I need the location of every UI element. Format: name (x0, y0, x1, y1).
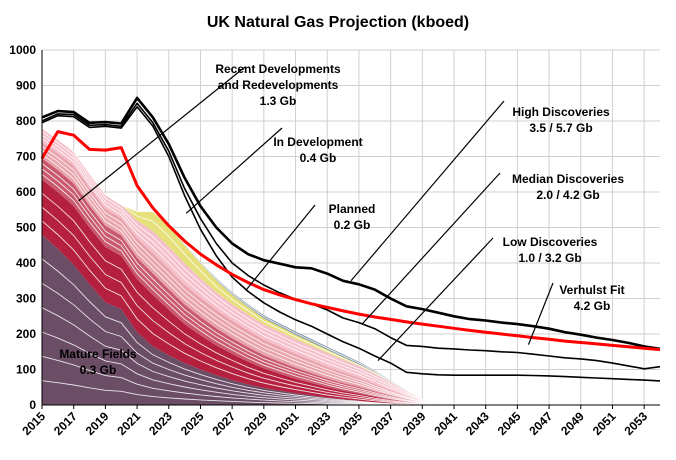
annotation-line: Recent Developments (215, 62, 341, 76)
x-tick-label: 2035 (336, 409, 365, 438)
x-tick-label: 2045 (495, 409, 524, 438)
annotation-line: Low Discoveries (503, 235, 598, 249)
annotation-line: Median Discoveries (512, 172, 624, 186)
y-tick-label: 200 (16, 327, 36, 341)
annotation-line: 0.2 Gb (334, 218, 371, 232)
projection-lines (40, 96, 661, 382)
field-separator (41, 220, 439, 406)
annotation-label-4: Median Discoveries 2.0 / 4.2 Gb (512, 172, 624, 202)
x-tick-label: 2051 (590, 409, 619, 438)
series-line-3 (40, 130, 661, 352)
field-separator (41, 134, 439, 406)
y-tick-label: 300 (16, 292, 36, 306)
x-tick-label: 2031 (273, 409, 302, 438)
field-separator (41, 163, 439, 406)
annotation-leader-5 (377, 237, 494, 362)
annotation-line: 1.0 / 3.2 Gb (518, 251, 581, 265)
x-tick-label: 2039 (400, 409, 429, 438)
annotation-leader-4 (361, 172, 501, 325)
y-tick-label: 800 (16, 114, 36, 128)
x-tick-label: 2029 (241, 409, 270, 438)
annotation-label-5: Low Discoveries 1.0 / 3.2 Gb (503, 235, 598, 265)
x-tick-label: 2025 (178, 409, 207, 438)
area-band-0 (42, 234, 439, 405)
area-band-1 (42, 179, 439, 405)
field-separator (41, 206, 439, 406)
annotation-line: 2.0 / 4.2 Gb (536, 188, 599, 202)
x-tick-label: 2017 (51, 409, 80, 438)
field-separator (41, 149, 439, 406)
field-separator (41, 258, 439, 406)
x-tick-label: 2019 (83, 409, 112, 438)
series-line-2 (41, 106, 661, 382)
field-separator (41, 192, 439, 406)
annotation-line: 0.4 Gb (300, 151, 337, 165)
annotation-line: 3.5 / 5.7 Gb (529, 121, 592, 135)
y-tick-label: 100 (16, 363, 36, 377)
annotation-leader-0 (78, 66, 246, 202)
annotation-line: Verhulst Fit (559, 283, 624, 297)
x-tick-label: 2041 (431, 409, 460, 438)
field-separator (41, 127, 439, 406)
y-tick-label: 600 (16, 185, 36, 199)
annotation-label-6: Verhulst Fit 4.2 Gb (559, 283, 624, 313)
field-separator (41, 153, 439, 406)
field-separator (41, 145, 439, 406)
x-tick-label: 2047 (526, 409, 555, 438)
area-band-2 (42, 158, 439, 405)
x-tick-label: 2049 (558, 409, 587, 438)
annotation-line: Planned (329, 202, 376, 216)
annotation-leader-1 (185, 127, 283, 214)
chart-title: UK Natural Gas Projection (kboed) (207, 14, 469, 31)
annotation-line: 0.3 Gb (80, 363, 117, 377)
annotation-leader-3 (350, 100, 505, 282)
series-line-1 (41, 102, 661, 370)
annotation-label-2: Planned 0.2 Gb (329, 202, 376, 232)
y-tick-label: 1000 (9, 43, 36, 57)
x-tick-label: 2015 (19, 409, 48, 438)
annotation-line: and Redevelopments (218, 78, 339, 92)
annotation-label-3: High Discoveries 3.5 / 5.7 Gb (512, 105, 610, 135)
x-tick-label: 2027 (209, 409, 238, 438)
field-separator (41, 131, 439, 406)
annotation-label-7: Mature Fields 0.3 Gb (59, 347, 137, 377)
x-tick-label: 2053 (621, 409, 650, 438)
y-tick-label: 500 (16, 221, 36, 235)
annotation-leader-2 (245, 204, 316, 291)
annotation-line: 1.3 Gb (260, 94, 297, 108)
annotation-line: Mature Fields (59, 347, 137, 361)
field-separator (41, 168, 439, 406)
y-tick-label: 400 (16, 256, 36, 270)
x-tick-label: 2021 (114, 409, 143, 438)
annotation-label-1: In Development 0.4 Gb (273, 135, 362, 165)
series-line-0 (41, 96, 661, 351)
field-separator (41, 173, 439, 406)
annotation-leader-6 (527, 282, 554, 345)
x-tick-label: 2037 (368, 409, 397, 438)
annotation-line: High Discoveries (512, 105, 610, 119)
annotations: Recent Developments and Redevelopments 1.3… (59, 62, 624, 377)
x-tick-label: 2023 (146, 409, 175, 438)
stacked-areas (41, 127, 439, 406)
annotation-line: 4.2 Gb (574, 299, 611, 313)
y-tick-label: 0 (29, 398, 36, 412)
y-tick-label: 900 (16, 79, 36, 93)
x-tick-label: 2033 (305, 409, 334, 438)
annotation-line: In Development (273, 135, 362, 149)
x-tick-label: 2043 (463, 409, 492, 438)
y-tick-label: 700 (16, 150, 36, 164)
annotation-label-0: Recent Developments and Redevelopments 1.3… (215, 62, 341, 108)
field-separator (41, 138, 439, 406)
